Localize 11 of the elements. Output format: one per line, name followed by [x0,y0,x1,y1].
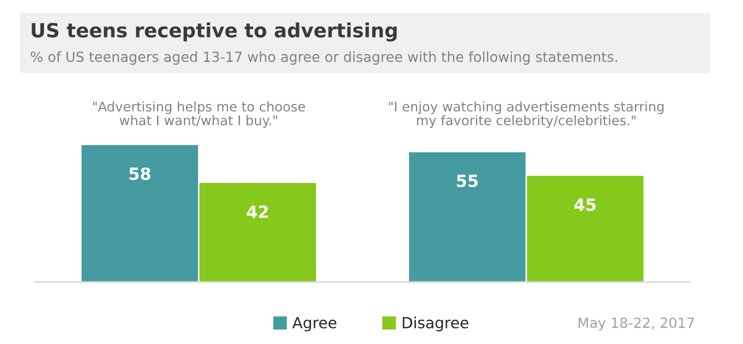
data-label: 58 [129,167,150,180]
data-label: 55 [456,174,478,188]
chart-subtitle: % of US teenagers aged 13-17 who agree or disagree with the following statements. [30,51,617,65]
data-label: 45 [574,198,596,211]
legend-label: Disagree [402,316,468,332]
x-tick-label: "Advertising helps me to choose what I want/what I buy." [93,101,305,128]
legend-label: Agree [292,317,336,332]
data-label: 42 [246,205,268,218]
chart-title: US teens receptive to advertising [32,22,397,42]
x-tick-label: "I enjoy watching advertisements starring my favorite celebrity/celebrities." [389,101,664,128]
text: May 18-22, 2017 [578,318,694,331]
